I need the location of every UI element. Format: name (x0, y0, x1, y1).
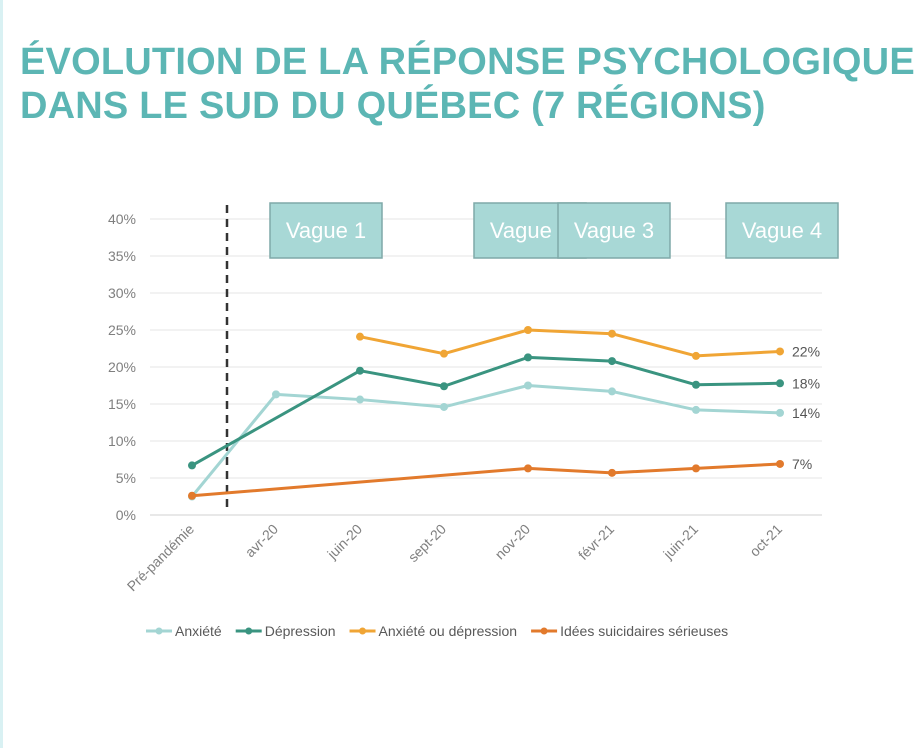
wave-label: Vague 1 (286, 218, 366, 243)
x-category-label: avr-20 (242, 521, 282, 561)
data-point (608, 468, 616, 477)
series-line (191, 355, 781, 467)
data-point (776, 347, 784, 356)
x-category-label: oct-21 (746, 521, 785, 560)
data-point (692, 380, 700, 389)
wave-box (557, 202, 671, 259)
end-value-label: 22% (792, 343, 820, 359)
data-point (356, 332, 364, 341)
y-tick-label: 0% (116, 507, 136, 523)
legend-entry-label: Anxiété ou dépression (379, 623, 518, 639)
legend-entry-label: Dépression (265, 623, 336, 639)
end-value-label: 7% (792, 456, 812, 472)
legend-entry-label: Anxiété (175, 623, 222, 639)
x-category-label: sept-20 (405, 521, 449, 565)
data-point (524, 326, 532, 334)
legend-swatch-marker (359, 627, 367, 635)
title-line-1: ÉVOLUTION DE LA RÉPONSE PSYCHOLOGIQUE (20, 41, 915, 83)
y-tick-label: 30% (108, 285, 136, 301)
wave-boxes: Vague 1 Vague 2 Vague 3 Vague 4 (269, 202, 839, 259)
data-point (188, 461, 196, 470)
x-category-label: nov-20 (492, 521, 534, 563)
wave-label: Vague 3 (574, 218, 654, 243)
x-category-label: Pré-pandémie (124, 521, 198, 595)
data-point (692, 351, 700, 360)
y-tick-label: 15% (108, 396, 136, 412)
data-point (440, 382, 448, 391)
series-line (190, 384, 781, 498)
y-tick-label: 10% (108, 433, 136, 449)
data-point (440, 402, 448, 411)
wave-label: Vague 4 (742, 218, 822, 243)
data-point (692, 405, 700, 414)
wave-box (269, 202, 383, 259)
data-point (608, 387, 616, 396)
data-point (608, 357, 616, 366)
data-point (272, 390, 280, 399)
data-point (776, 408, 784, 417)
data-point (356, 366, 364, 375)
y-axis-ticks: 0% 5% 10% 15% 20% 25% 30% 35% 40% (108, 211, 136, 523)
x-axis-categories: Pré-pandémie avr-20 juin-20 sept-20 nov-20 fé… (124, 521, 786, 595)
x-category-label: févr-21 (575, 521, 617, 563)
data-point (524, 381, 532, 390)
series-2: 22% (356, 326, 820, 360)
data-point (776, 379, 784, 388)
wave-label: Vague 2 (490, 218, 570, 243)
y-tick-label: 20% (108, 359, 136, 375)
legend-swatch-marker (245, 627, 253, 635)
data-point (440, 349, 448, 358)
data-point (776, 459, 784, 468)
data-point (608, 329, 616, 338)
left-accent-bar (0, 0, 3, 748)
legend-swatch-marker (155, 627, 163, 635)
page-title: ÉVOLUTION DE LA RÉPONSE PSYCHOLOGIQUE DA… (20, 40, 915, 128)
series-line (191, 462, 781, 498)
data-point (524, 353, 532, 362)
end-value-label: 18% (792, 375, 820, 391)
y-tick-label: 35% (108, 248, 136, 264)
data-point (188, 491, 196, 500)
title-line-2: DANS LE SUD DU QUÉBEC (7 RÉGIONS) (20, 85, 766, 127)
data-point (692, 464, 700, 473)
data-point (356, 395, 364, 404)
x-category-label: juin-20 (323, 521, 365, 563)
y-tick-label: 40% (108, 211, 136, 227)
y-tick-label: 25% (108, 322, 136, 338)
legend-entry-label: Idées suicidaires sérieuses (560, 623, 728, 639)
data-point (524, 464, 532, 473)
series-line (359, 328, 781, 358)
series-3: 7% (188, 456, 812, 500)
legend-swatch-marker (540, 627, 548, 635)
wave-box (725, 202, 839, 259)
legend: Anxiété Dépression Anxiété ou dépression Id… (146, 623, 728, 639)
y-tick-label: 5% (116, 470, 136, 486)
series-1: 18% (188, 353, 820, 470)
x-category-label: juin-21 (659, 521, 701, 563)
end-value-label: 14% (792, 405, 820, 421)
